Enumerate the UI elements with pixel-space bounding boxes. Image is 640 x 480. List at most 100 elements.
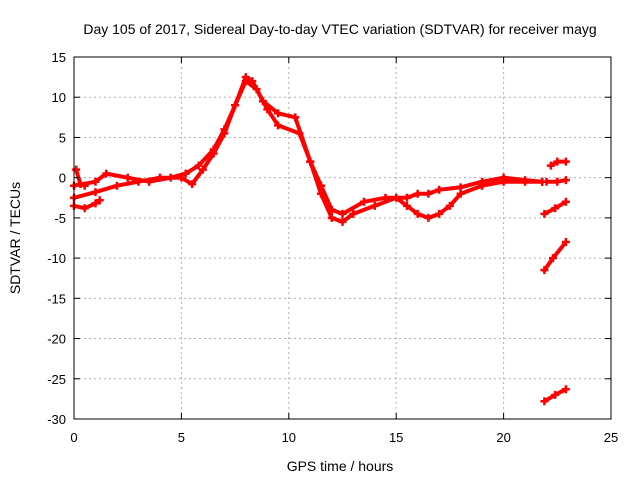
y-tick-label: -5	[54, 211, 66, 226]
data-point	[561, 157, 570, 166]
y-axis-label: SDTVAR / TECUs	[7, 182, 23, 294]
data-point	[194, 161, 203, 170]
data-point	[542, 177, 551, 186]
data-point	[338, 209, 347, 218]
grid-lines	[74, 57, 611, 419]
plot-frame	[73, 56, 612, 420]
data-point	[295, 129, 304, 138]
data-point	[291, 113, 300, 122]
data-point	[231, 101, 240, 110]
y-tick-label: -30	[47, 412, 66, 427]
x-axis-label: GPS time / hours	[287, 458, 394, 474]
y-tick-label: 0	[59, 171, 66, 186]
data-point	[80, 204, 89, 213]
data-point	[80, 181, 89, 190]
x-tick-label: 25	[604, 430, 618, 445]
chart-title: Day 105 of 2017, Sidereal Day-to-day VTE…	[83, 21, 596, 37]
data-point	[561, 385, 570, 394]
trace-main-upper	[70, 73, 547, 218]
y-tick-label: 15	[52, 50, 66, 65]
x-tick-label: 5	[178, 430, 185, 445]
y-tick-label: 5	[59, 130, 66, 145]
data-point	[456, 189, 465, 198]
data-point	[274, 109, 283, 118]
trace-late-c	[540, 197, 570, 218]
data-point	[424, 213, 433, 222]
data-point	[188, 180, 197, 189]
data-point	[95, 196, 104, 205]
data-point	[317, 189, 326, 198]
data-point	[198, 165, 207, 174]
data-point	[561, 197, 570, 206]
trace-late-d	[540, 238, 570, 275]
y-tick-label: -20	[47, 332, 66, 347]
x-tick-label: 15	[389, 430, 403, 445]
data-point	[177, 173, 186, 182]
x-tick-label: 10	[282, 430, 296, 445]
data-point	[424, 189, 433, 198]
data-point	[327, 213, 336, 222]
data-point	[76, 180, 85, 189]
data-point	[549, 254, 558, 263]
data-point	[102, 169, 111, 178]
data-point	[553, 157, 562, 166]
data-point	[370, 201, 379, 210]
data-point	[155, 173, 164, 182]
x-tick-label: 20	[496, 430, 510, 445]
data-point	[209, 149, 218, 158]
data-point	[435, 209, 444, 218]
data-point	[499, 177, 508, 186]
data-point	[263, 105, 272, 114]
data-point	[540, 209, 549, 218]
data-point	[306, 157, 315, 166]
x-tick-label: 0	[70, 430, 77, 445]
data-point	[540, 266, 549, 275]
data-point	[349, 209, 358, 218]
y-tick-label: -25	[47, 372, 66, 387]
data-point	[478, 181, 487, 190]
data-point	[359, 197, 368, 206]
trace-late-a	[546, 157, 570, 170]
data-point	[181, 169, 190, 178]
data-point	[274, 121, 283, 130]
data-point	[112, 181, 121, 190]
data-point	[402, 201, 411, 210]
data-point	[91, 188, 100, 197]
data-point	[134, 177, 143, 186]
data-point	[413, 209, 422, 218]
data-point	[561, 238, 570, 247]
data-point	[338, 217, 347, 226]
trace-late-d-line	[542, 240, 568, 273]
trace-main-lower	[70, 77, 547, 226]
data-point	[521, 177, 530, 186]
data-point	[220, 129, 229, 138]
y-tick-label: -10	[47, 251, 66, 266]
data-point	[392, 193, 401, 202]
data-point	[546, 161, 555, 170]
data-point	[402, 193, 411, 202]
trace-main-lower-line	[72, 79, 545, 224]
data-point	[241, 77, 250, 86]
data-point	[435, 185, 444, 194]
data-point	[445, 201, 454, 210]
data-point	[553, 177, 562, 186]
data-point	[72, 165, 81, 174]
y-tick-label: 10	[52, 90, 66, 105]
data-point	[123, 173, 132, 182]
data-point	[540, 397, 549, 406]
y-tick-label: -15	[47, 291, 66, 306]
data-point	[551, 204, 560, 213]
trace-late-b	[542, 176, 570, 186]
data-point	[91, 199, 100, 208]
trace-late-e	[540, 385, 570, 406]
data-point	[561, 176, 570, 185]
data-series	[70, 73, 570, 406]
data-point	[551, 390, 560, 399]
data-point	[413, 189, 422, 198]
axis-ticks: 0 5 10 15 20 25 15 10 5 0 -5 -10 -15 -20 -25 -30	[47, 50, 618, 445]
trace-early-high	[72, 165, 89, 190]
trace-early-low-line	[72, 198, 102, 211]
data-point	[91, 177, 100, 186]
data-point	[252, 85, 261, 94]
